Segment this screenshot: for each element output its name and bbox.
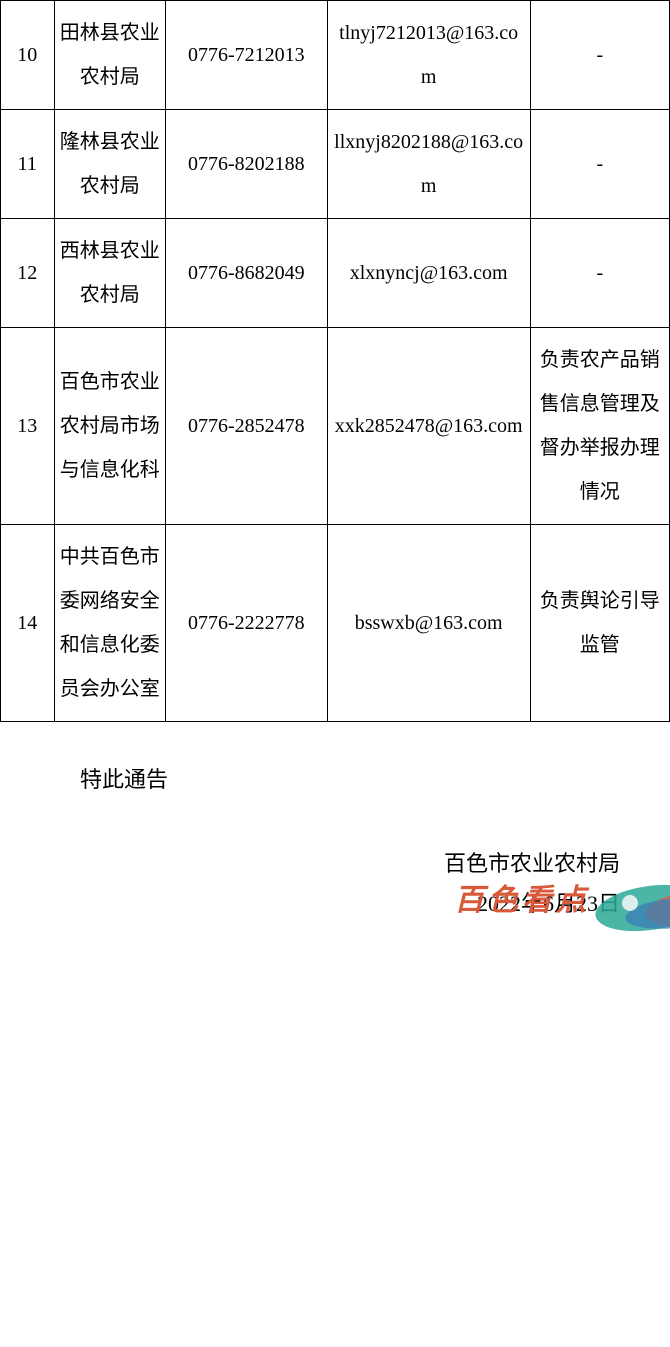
cell-phone: 0776-7212013 <box>166 1 328 110</box>
cell-name: 隆林县农业农村局 <box>54 110 166 219</box>
cell-email: tlnyj7212013@163.com <box>327 1 530 110</box>
notice-paragraph: 特此通告 <box>80 762 670 794</box>
cell-num: 10 <box>1 1 55 110</box>
cell-note: 负责舆论引导监管 <box>530 525 669 722</box>
cell-name: 田林县农业农村局 <box>54 1 166 110</box>
cell-name: 中共百色市委网络安全和信息化委员会办公室 <box>54 525 166 722</box>
signature-date: 2022年6月23日 <box>0 884 620 924</box>
table-row: 11 隆林县农业农村局 0776-8202188 llxnyj8202188@1… <box>1 110 670 219</box>
cell-num: 14 <box>1 525 55 722</box>
signature-org: 百色市农业农村局 <box>0 844 620 884</box>
cell-phone: 0776-2222778 <box>166 525 328 722</box>
contact-table: 10 田林县农业农村局 0776-7212013 tlnyj7212013@16… <box>0 0 670 722</box>
table-row: 10 田林县农业农村局 0776-7212013 tlnyj7212013@16… <box>1 1 670 110</box>
cell-note: - <box>530 219 669 328</box>
cell-num: 12 <box>1 219 55 328</box>
table-body: 10 田林县农业农村局 0776-7212013 tlnyj7212013@16… <box>1 1 670 722</box>
cell-name: 百色市农业农村局市场与信息化科 <box>54 328 166 525</box>
cell-note: - <box>530 1 669 110</box>
table-row: 13 百色市农业农村局市场与信息化科 0776-2852478 xxk28524… <box>1 328 670 525</box>
cell-name: 西林县农业农村局 <box>54 219 166 328</box>
cell-phone: 0776-8202188 <box>166 110 328 219</box>
cell-note: - <box>530 110 669 219</box>
cell-note: 负责农产品销售信息管理及督办举报办理情况 <box>530 328 669 525</box>
cell-num: 13 <box>1 328 55 525</box>
table-row: 14 中共百色市委网络安全和信息化委员会办公室 0776-2222778 bss… <box>1 525 670 722</box>
cell-email: xlxnyncj@163.com <box>327 219 530 328</box>
cell-num: 11 <box>1 110 55 219</box>
cell-email: llxnyj8202188@163.com <box>327 110 530 219</box>
cell-phone: 0776-8682049 <box>166 219 328 328</box>
signature-block: 百色市农业农村局 2022年6月23日 百色看点 <box>0 844 670 923</box>
cell-email: xxk2852478@163.com <box>327 328 530 525</box>
cell-phone: 0776-2852478 <box>166 328 328 525</box>
cell-email: bsswxb@163.com <box>327 525 530 722</box>
table-row: 12 西林县农业农村局 0776-8682049 xlxnyncj@163.co… <box>1 219 670 328</box>
